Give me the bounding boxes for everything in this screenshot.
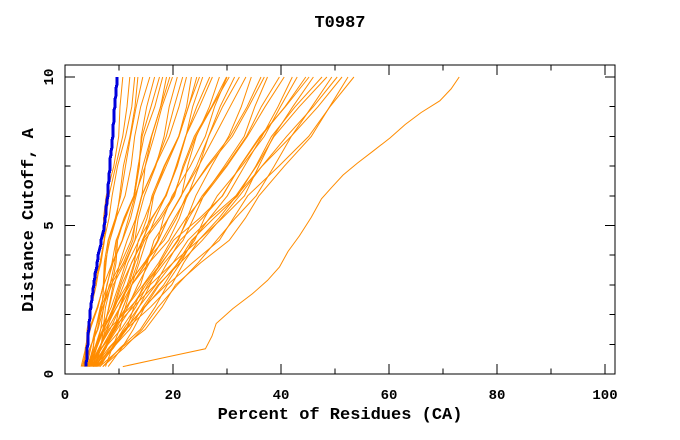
x-tick-label: 20 xyxy=(165,388,182,404)
model-curve xyxy=(95,76,220,367)
model-curve xyxy=(91,76,200,367)
x-tick-label: 100 xyxy=(592,388,617,404)
model-curve xyxy=(96,76,323,367)
model-curve xyxy=(86,76,178,367)
axis-tick-labels: 0 20 40 60 80 100 0 5 10 xyxy=(42,69,618,404)
y-tick-label: 10 xyxy=(42,69,58,86)
model-curve xyxy=(87,76,164,367)
x-tick-label: 80 xyxy=(489,388,506,404)
model-curve xyxy=(91,76,268,367)
axis-ticks xyxy=(64,65,615,375)
model-curve xyxy=(99,76,349,367)
model-curve xyxy=(89,76,265,367)
model-curves xyxy=(80,76,460,368)
model-curve xyxy=(87,76,262,367)
model-curve xyxy=(82,76,136,367)
chart-title: T0987 xyxy=(314,14,365,33)
model-curve xyxy=(102,76,355,367)
x-axis-title: Percent of Residues (CA) xyxy=(218,406,463,425)
plot-frame xyxy=(64,64,616,375)
x-tick-label: 60 xyxy=(381,388,398,404)
model-curve xyxy=(107,76,298,367)
model-curve xyxy=(88,76,230,367)
model-curve xyxy=(99,76,328,367)
model-curve xyxy=(92,76,338,367)
y-axis-title: Distance Cutoff, A xyxy=(20,127,39,311)
x-tick-label: 40 xyxy=(273,388,290,404)
plot-frame-box xyxy=(64,64,616,375)
model-curve xyxy=(105,76,228,367)
model-curve xyxy=(95,76,343,367)
best-model-curve xyxy=(84,77,119,367)
x-tick-label: 0 xyxy=(61,388,69,404)
outlier-model-curve xyxy=(122,76,460,368)
model-curve xyxy=(93,76,280,367)
y-tick-label: 0 xyxy=(42,370,58,378)
model-curve xyxy=(88,76,307,367)
y-tick-label: 5 xyxy=(42,221,58,229)
model-curve xyxy=(85,76,173,367)
model-curve xyxy=(91,76,310,367)
